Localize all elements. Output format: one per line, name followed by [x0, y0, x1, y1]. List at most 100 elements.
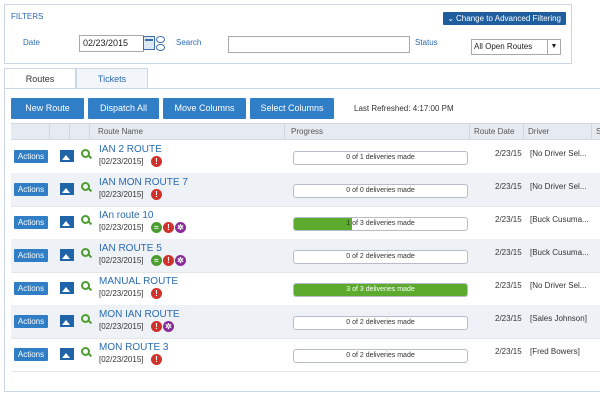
route-name-link[interactable]: IAN MON ROUTE 7	[99, 177, 188, 188]
date-field[interactable]: 02/23/2015	[79, 35, 144, 52]
select-columns-button[interactable]: Select Columns	[250, 98, 334, 119]
progress-bar: 0 of 0 deliveries made	[293, 184, 468, 198]
header-route-name[interactable]: Route Name	[89, 124, 290, 139]
route-date-cell: 2/23/15	[495, 215, 522, 224]
status-badges: !	[151, 288, 163, 299]
header-progress[interactable]: Progress	[284, 124, 471, 139]
route-name-link[interactable]: MON IAN ROUTE	[99, 309, 180, 320]
route-date-label: [02/23/2015]	[99, 322, 144, 331]
actions-button[interactable]: Actions	[14, 249, 48, 262]
progress-text: 3 of 3 deliveries made	[346, 286, 415, 293]
status-badges: !	[151, 354, 163, 365]
progress-text: 0 of 2 deliveries made	[346, 352, 415, 359]
status-badges: !	[151, 156, 163, 167]
progress-bar: 0 of 2 deliveries made	[293, 349, 468, 363]
route-date-cell: 2/23/15	[495, 314, 522, 323]
table-row[interactable]: Actions MON ROUTE 3 [02/23/2015]! 0 of 2 de…	[11, 338, 600, 372]
driver-cell: [Buck Cusuma...	[530, 215, 589, 224]
route-date-label: [02/23/2015]	[99, 355, 144, 364]
actions-button[interactable]: Actions	[14, 315, 48, 328]
chevron-down-icon: ⌄	[447, 14, 455, 23]
search-icon[interactable]	[81, 149, 90, 158]
search-icon[interactable]	[81, 182, 90, 191]
alert-icon: !	[151, 189, 162, 200]
route-date-label: [02/23/2015]	[99, 223, 144, 232]
actions-button[interactable]: Actions	[14, 183, 48, 196]
image-icon[interactable]	[60, 216, 74, 228]
table-row[interactable]: Actions IAn route 10 [02/23/2015] ≈! ✲ 1 of 3…	[11, 206, 600, 240]
date-range-icon[interactable]	[156, 36, 165, 51]
image-icon[interactable]	[60, 249, 74, 261]
progress-fill	[294, 284, 467, 296]
route-date-label: [02/23/2015]	[99, 190, 144, 199]
route-date-cell: 2/23/15	[495, 182, 522, 191]
route-name-link[interactable]: MON ROUTE 3	[99, 342, 169, 353]
actions-button[interactable]: Actions	[14, 216, 48, 229]
search-icon[interactable]	[81, 281, 90, 290]
driver-cell: [Sales Johnson]	[530, 314, 587, 323]
alert-icon: !	[151, 321, 162, 332]
filters-panel: FILTERS ⌄ Change to Advanced Filtering Da…	[4, 4, 572, 64]
header-route-date[interactable]: Route Date	[469, 124, 524, 139]
status-select-value: All Open Routes	[474, 42, 533, 51]
gear-icon: ✲	[175, 255, 186, 266]
route-date-cell: 2/23/15	[495, 347, 522, 356]
dispatch-all-button[interactable]: Dispatch All	[88, 98, 159, 119]
alert-icon: !	[151, 288, 162, 299]
progress-fill	[294, 218, 352, 230]
search-icon[interactable]	[81, 347, 90, 356]
driver-cell: [Buck Cusuma...	[530, 248, 589, 257]
status-badges: ! ✲	[151, 321, 175, 332]
status-badges: ≈! ✲	[151, 222, 187, 233]
progress-text: 0 of 2 deliveries made	[346, 319, 415, 326]
search-icon[interactable]	[81, 314, 90, 323]
table-row[interactable]: Actions MON IAN ROUTE [02/23/2015] ! ✲ 0 of 2…	[11, 305, 600, 339]
calendar-icon[interactable]	[143, 36, 155, 50]
route-date-label: [02/23/2015]	[99, 289, 144, 298]
search-icon[interactable]	[81, 248, 90, 257]
actions-button[interactable]: Actions	[14, 282, 48, 295]
image-icon[interactable]	[60, 282, 74, 294]
image-icon[interactable]	[60, 315, 74, 327]
route-date-cell: 2/23/15	[495, 248, 522, 257]
table-row[interactable]: Actions IAN MON ROUTE 7 [02/23/2015]! 0 of …	[11, 173, 600, 207]
route-name-link[interactable]: IAN 2 ROUTE	[99, 144, 162, 155]
progress-bar: 0 of 1 deliveries made	[293, 151, 468, 165]
status-label: Status	[415, 38, 438, 47]
driver-cell: [No Driver Sel...	[530, 149, 587, 158]
progress-text: 1 of 3 deliveries made	[346, 220, 415, 227]
wifi-icon: ≈	[151, 255, 162, 266]
move-columns-button[interactable]: Move Columns	[163, 98, 246, 119]
advanced-filtering-button[interactable]: ⌄ Change to Advanced Filtering	[443, 12, 566, 25]
route-date-label: [02/23/2015]	[99, 157, 144, 166]
tab-routes[interactable]: Routes	[4, 68, 76, 89]
image-icon[interactable]	[60, 183, 74, 195]
route-name-link[interactable]: MANUAL ROUTE	[99, 276, 179, 287]
progress-bar: 0 of 2 deliveries made	[293, 316, 468, 330]
alert-icon: !	[151, 156, 162, 167]
table-row[interactable]: Actions MANUAL ROUTE [02/23/2015]! 3 of 3 d…	[11, 272, 600, 306]
status-select[interactable]: All Open Routes ▼	[471, 39, 561, 55]
route-name-link[interactable]: IAn route 10	[99, 210, 154, 221]
table-row[interactable]: Actions IAN 2 ROUTE [02/23/2015]! 0 of 1 de…	[11, 140, 600, 174]
alert-icon: !	[163, 255, 174, 266]
actions-button[interactable]: Actions	[14, 150, 48, 163]
image-icon[interactable]	[60, 150, 74, 162]
filters-title: FILTERS	[11, 12, 44, 21]
search-input[interactable]	[228, 36, 410, 53]
status-badges: !	[151, 189, 163, 200]
advanced-filtering-label: Change to Advanced Filtering	[456, 14, 561, 23]
route-name-link[interactable]: IAN ROUTE 5	[99, 243, 162, 254]
header-driver[interactable]: Driver	[523, 124, 590, 139]
driver-cell: [No Driver Sel...	[530, 281, 587, 290]
actions-button[interactable]: Actions	[14, 348, 48, 361]
header-status[interactable]: St	[591, 124, 600, 139]
image-icon[interactable]	[60, 348, 74, 360]
tab-tickets[interactable]: Tickets	[76, 68, 148, 89]
date-label: Date	[23, 38, 40, 47]
table-row[interactable]: Actions IAN ROUTE 5 [02/23/2015] ≈! ✲ 0 of 2 …	[11, 239, 600, 273]
route-date-cell: 2/23/15	[495, 149, 522, 158]
driver-cell: [Fred Bowers]	[530, 347, 580, 356]
search-icon[interactable]	[81, 215, 90, 224]
new-route-button[interactable]: New Route	[11, 98, 84, 119]
